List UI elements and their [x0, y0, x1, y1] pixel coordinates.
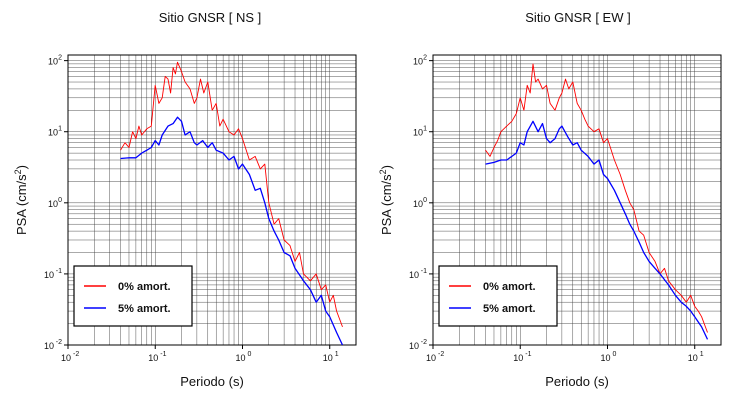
y-axis-label-superscript: 2 [13, 169, 23, 174]
legend-label: 5% amort. [483, 303, 536, 315]
series-line-damped [485, 120, 709, 340]
y-axis-label: PSA (cm/s2) [378, 165, 394, 235]
x-tick-exponent: 1 [335, 351, 339, 358]
y-tick-label: 10 [413, 199, 423, 209]
legend-box [73, 265, 193, 327]
y-tick-label: 10 [48, 199, 58, 209]
chart-title: Sitio GNSR [ EW ] [525, 10, 630, 25]
y-tick-label: 10 [44, 341, 54, 351]
y-axis-label-superscript: 2 [378, 169, 388, 174]
y-tick-exponent: 0 [423, 197, 427, 204]
x-tick-exponent: -1 [160, 351, 166, 358]
y-tick-exponent: -1 [421, 268, 427, 275]
chart-title: Sitio GNSR [ NS ] [159, 10, 262, 25]
x-tick-label: 10 [688, 353, 698, 363]
y-tick-exponent: 2 [58, 55, 62, 62]
grid-lines [67, 55, 357, 346]
y-axis-label: PSA (cm/s2) [13, 165, 29, 235]
y-tick-label: 10 [409, 270, 419, 280]
x-tick-label: 10 [513, 353, 523, 363]
x-tick-exponent: -2 [438, 351, 444, 358]
y-axis-label-main: PSA (cm/s [14, 174, 29, 235]
y-tick-label: 10 [48, 57, 58, 67]
y-tick-exponent: 2 [423, 55, 427, 62]
x-tick-exponent: 1 [700, 351, 704, 358]
y-tick-exponent: -1 [56, 268, 62, 275]
chart-panel-ew: Sitio GNSR [ EW ]10 -2 10 -1 10 0 10 1-210-1100… [378, 10, 722, 389]
x-tick-exponent: -2 [73, 351, 79, 358]
series-group [485, 63, 709, 340]
y-tick-exponent: -2 [421, 339, 427, 346]
y-axis-label-main: PSA (cm/s [379, 174, 394, 235]
x-axis-label: Periodo (s) [545, 374, 609, 389]
plot-frame [432, 54, 722, 346]
series-group [120, 61, 344, 345]
x-tick-label: 10 [148, 353, 158, 363]
series-line-damped [120, 116, 344, 345]
legend-label: 0% amort. [483, 281, 536, 293]
x-tick-exponent: 0 [612, 351, 616, 358]
legend-label: 5% amort. [118, 303, 171, 315]
chart-panel-ns: Sitio GNSR [ NS ]10 -2 10 -1 10 0 10 1-210-1100… [13, 10, 357, 389]
y-tick-label: 10 [44, 270, 54, 280]
y-tick-label: 10 [413, 57, 423, 67]
x-tick-label: 10 [426, 353, 436, 363]
y-tick-exponent: 1 [58, 126, 62, 133]
y-tick-label: 10 [48, 128, 58, 138]
x-tick-label: 10 [61, 353, 71, 363]
x-tick-label: 10 [323, 353, 333, 363]
x-tick-label: 10 [600, 353, 610, 363]
series-line-undamped [485, 63, 708, 333]
y-tick-exponent: 1 [423, 126, 427, 133]
x-axis-label: Periodo (s) [180, 374, 244, 389]
x-tick-exponent: 0 [247, 351, 251, 358]
y-tick-label: 10 [413, 128, 423, 138]
y-axis-label-close: ) [14, 165, 29, 169]
y-tick-label: 10 [409, 341, 419, 351]
legend-box [438, 265, 558, 327]
x-tick-label: 10 [235, 353, 245, 363]
y-tick-exponent: 0 [58, 197, 62, 204]
y-axis-label-close: ) [379, 165, 394, 169]
legend-label: 0% amort. [118, 281, 171, 293]
y-tick-exponent: -2 [56, 339, 62, 346]
series-line-undamped [120, 61, 343, 328]
plot-frame [67, 54, 357, 346]
x-tick-exponent: -1 [525, 351, 531, 358]
